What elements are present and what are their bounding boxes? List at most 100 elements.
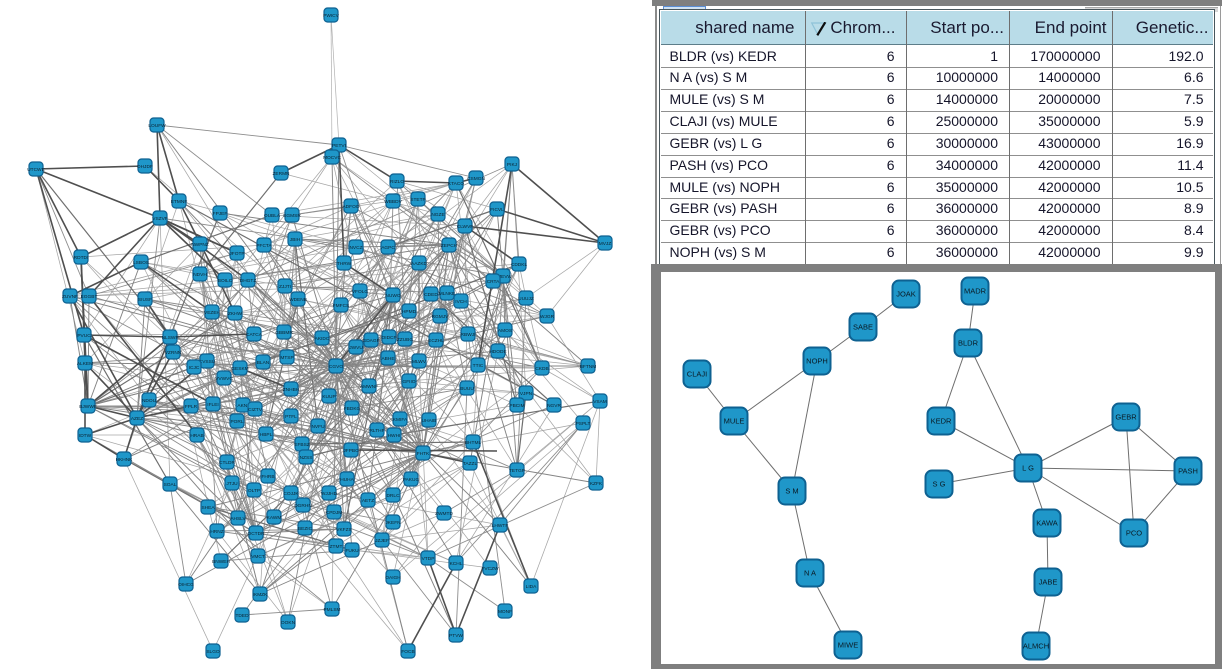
svg-text:PORL: PORL: [230, 419, 243, 425]
svg-text:CLAJI: CLAJI: [687, 369, 707, 378]
svg-text:OOKN: OOKN: [281, 620, 296, 626]
svg-text:PFCTA: PFCTA: [256, 243, 272, 249]
svg-text:KAWM: KAWM: [267, 515, 282, 521]
svg-text:FICVL: FICVL: [490, 207, 504, 213]
svg-text:HBPL: HBPL: [260, 432, 273, 438]
svg-text:S M: S M: [785, 486, 798, 495]
svg-text:AKNI: AKNI: [237, 403, 248, 409]
svg-text:DHGTZ: DHGTZ: [240, 278, 257, 284]
svg-text:PWICV: PWICV: [323, 13, 340, 19]
svg-text:HDODE: HDODE: [489, 349, 506, 355]
svg-text:RBWJI: RBWJI: [461, 332, 476, 338]
svg-text:FMFCS: FMFCS: [333, 303, 350, 309]
svg-text:BHTML: BHTML: [465, 440, 482, 446]
svg-text:ZERMN: ZERMN: [272, 171, 290, 177]
svg-text:OCTDR: OCTDR: [247, 531, 265, 537]
svg-text:THRW: THRW: [337, 261, 352, 267]
svg-text:MVJZ: MVJZ: [599, 241, 612, 247]
svg-text:ADFOO: ADFOO: [342, 204, 359, 210]
svg-text:TTIC: TTIC: [473, 363, 484, 369]
svg-text:FPJEF: FPJEF: [213, 211, 228, 217]
svg-text:NVCZ: NVCZ: [349, 245, 362, 251]
svg-text:AHSLV: AHSLV: [230, 516, 246, 522]
svg-text:ALMCH: ALMCH: [1023, 641, 1049, 650]
svg-text:GBBMR: GBBMR: [275, 330, 293, 336]
svg-text:NGVR: NGVR: [547, 403, 561, 409]
svg-text:GESKM: GESKM: [231, 366, 248, 372]
svg-text:FVCZW: FVCZW: [481, 566, 499, 572]
svg-text:FOCB: FOCB: [401, 649, 414, 655]
svg-text:GDAGF: GDAGF: [362, 338, 379, 344]
svg-text:RIZLO: RIZLO: [390, 179, 404, 185]
svg-text:WBBDV: WBBDV: [384, 199, 402, 205]
svg-text:HPMD: HPMD: [402, 309, 417, 315]
svg-text:CSMGN: CSMGN: [467, 176, 485, 182]
svg-text:FHTK: FHTK: [417, 451, 430, 457]
svg-text:EGMSR: EGMSR: [283, 213, 301, 219]
svg-text:EFBSZ: EFBSZ: [294, 442, 310, 448]
svg-text:VJPN: VJPN: [520, 391, 533, 397]
svg-text:HUHA: HUHA: [340, 477, 354, 483]
svg-text:KEDR: KEDR: [931, 416, 952, 425]
svg-text:ALKEM: ALKEM: [77, 361, 93, 367]
svg-text:MULE: MULE: [724, 416, 745, 425]
svg-text:ZWMTD: ZWMTD: [435, 511, 453, 517]
svg-text:VZRNN: VZRNN: [165, 350, 182, 356]
svg-text:ZEPCH: ZEPCH: [441, 243, 458, 249]
svg-text:MLWV: MLWV: [412, 359, 427, 365]
svg-text:CTLDR: CTLDR: [219, 460, 236, 466]
svg-text:STETP: STETP: [410, 197, 425, 203]
svg-text:CPDJM: CPDJM: [326, 510, 343, 516]
svg-text:UTCWE: UTCWE: [27, 167, 45, 173]
svg-text:ABHE: ABHE: [381, 356, 394, 362]
svg-text:MLNKE: MLNKE: [439, 291, 456, 297]
svg-text:VTDP: VTDP: [422, 556, 435, 562]
svg-text:JZJEF: JZJEF: [375, 538, 389, 544]
svg-text:EMEVW: EMEVW: [494, 274, 513, 280]
svg-text:LOUFW: LOUFW: [148, 123, 166, 129]
svg-text:GFIIO: GFIIO: [402, 379, 415, 385]
svg-text:OUBLA: OUBLA: [264, 213, 281, 219]
svg-text:ZNHBH: ZNHBH: [283, 387, 300, 393]
svg-text:FPLR: FPLR: [185, 404, 198, 410]
svg-text:L G: L G: [1022, 463, 1034, 472]
svg-text:NUWO: NUWO: [385, 293, 400, 299]
svg-text:FBDKG: FBDKG: [344, 406, 361, 412]
svg-text:BJWWF: BJWWF: [79, 404, 97, 410]
svg-text:UHAIB: UHAIB: [422, 418, 437, 424]
svg-text:CGVO: CGVO: [329, 364, 343, 370]
svg-text:HRNZ: HRNZ: [210, 529, 223, 535]
svg-text:CVSSU: CVSSU: [199, 359, 216, 365]
svg-text:AMOS: AMOS: [498, 328, 512, 334]
svg-text:IVCH: IVCH: [455, 299, 467, 305]
svg-text:RDTDI: RDTDI: [74, 255, 89, 261]
svg-text:PMLSM: PMLSM: [323, 607, 340, 613]
svg-text:KCHL: KCHL: [450, 561, 463, 567]
svg-text:OLTP: OLTP: [248, 488, 260, 494]
svg-text:KUUP: KUUP: [322, 394, 335, 400]
svg-text:IKMZK: IKMZK: [253, 592, 268, 598]
svg-text:FHRB: FHRB: [261, 474, 274, 480]
svg-text:PTFL: PTFL: [285, 414, 297, 420]
svg-text:DRLC: DRLC: [386, 493, 400, 499]
svg-text:LHWTF: LHWTF: [492, 523, 509, 529]
svg-text:SHEA: SHEA: [201, 505, 215, 511]
svg-text:SLGO: SLGO: [206, 649, 220, 655]
svg-text:CKDB: CKDB: [535, 366, 548, 372]
svg-text:PIKJ: PIKJ: [507, 162, 518, 168]
svg-text:IFLEI: IFLEI: [207, 402, 218, 408]
svg-text:MTSP: MTSP: [280, 355, 293, 361]
svg-text:PBCIM: PBCIM: [509, 403, 524, 409]
svg-text:NOPH: NOPH: [806, 356, 828, 365]
svg-text:VEZEH: VEZEH: [204, 310, 221, 316]
svg-text:CIZTV: CIZTV: [248, 407, 263, 413]
svg-text:VMCT: VMCT: [251, 554, 265, 560]
svg-text:PAKUG: PAKUG: [403, 477, 420, 483]
svg-text:CLWVF: CLWVF: [457, 224, 474, 230]
svg-text:NDOU: NDOU: [142, 398, 157, 404]
svg-text:NZSS: NZSS: [300, 455, 313, 461]
svg-text:DGRHN: DGRHN: [294, 503, 312, 509]
svg-text:NLSWF: NLSWF: [162, 335, 179, 341]
svg-text:WJJHD: WJJHD: [321, 491, 338, 497]
svg-text:BLAN: BLAN: [257, 360, 270, 366]
